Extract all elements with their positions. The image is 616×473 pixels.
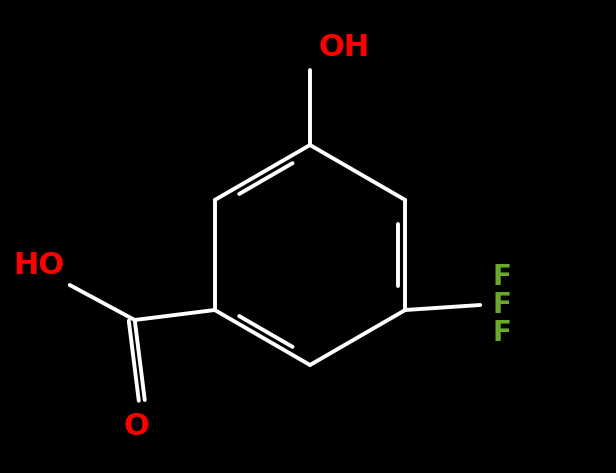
Text: OH: OH xyxy=(318,33,369,62)
Text: F: F xyxy=(492,291,511,319)
Text: F: F xyxy=(492,319,511,347)
Text: HO: HO xyxy=(14,251,65,280)
Text: F: F xyxy=(492,263,511,291)
Text: O: O xyxy=(124,412,150,441)
